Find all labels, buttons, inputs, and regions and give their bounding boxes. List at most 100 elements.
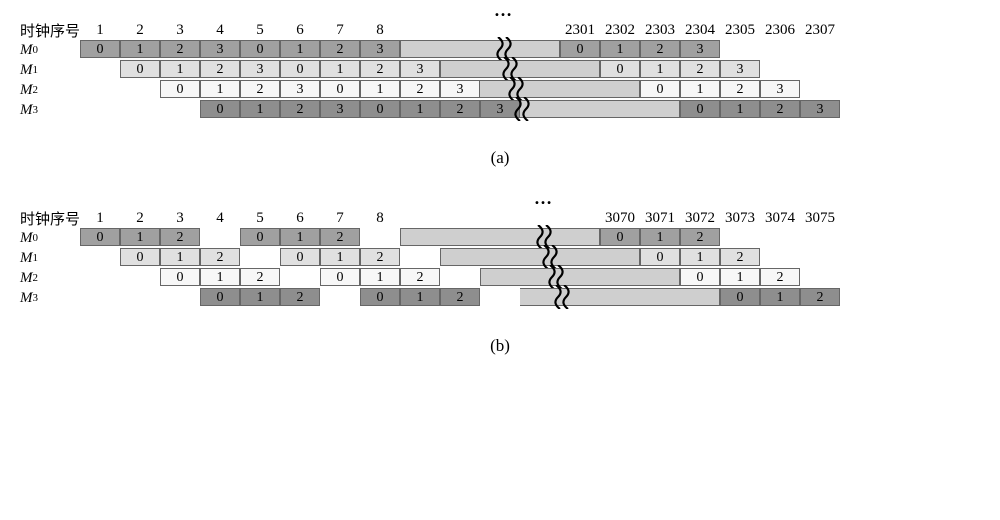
track-row: 012301230123: [80, 40, 840, 60]
state-cell: 1: [200, 80, 240, 98]
state-cell: 1: [120, 40, 160, 58]
clock-index: 3071: [640, 208, 680, 228]
state-cell: 2: [240, 80, 280, 98]
state-cell: 1: [400, 288, 440, 306]
extension-bar: [480, 60, 600, 78]
state-cell: 0: [640, 248, 680, 266]
state-cell: 1: [320, 60, 360, 78]
state-cell: 3: [280, 80, 320, 98]
state-cell: 2: [360, 60, 400, 78]
clock-index: 2301: [560, 20, 600, 40]
clock-index: 8: [360, 208, 400, 228]
clock-index: 3074: [760, 208, 800, 228]
track-row: 012301230123: [80, 60, 840, 80]
state-cell: 1: [720, 100, 760, 118]
state-cell: 0: [80, 40, 120, 58]
state-cell: 1: [280, 40, 320, 58]
state-cell: 1: [400, 100, 440, 118]
break-icon: [551, 285, 581, 309]
state-cell: 2: [160, 228, 200, 246]
clock-index: 2: [120, 20, 160, 40]
row-label: M1: [20, 248, 38, 268]
track-row: 012012012: [80, 288, 840, 308]
state-cell: 0: [680, 268, 720, 286]
state-cell: 0: [120, 248, 160, 266]
state-cell: 1: [160, 60, 200, 78]
state-cell: 3: [760, 80, 800, 98]
state-cell: 2: [320, 40, 360, 58]
state-cell: 1: [680, 248, 720, 266]
clock-index: 2302: [600, 20, 640, 40]
clock-index: 3072: [680, 208, 720, 228]
state-cell: 3: [400, 60, 440, 78]
clock-index: 1: [80, 208, 120, 228]
state-cell: 2: [760, 100, 800, 118]
state-cell: 0: [200, 100, 240, 118]
state-cell: 0: [160, 268, 200, 286]
state-cell: 2: [760, 268, 800, 286]
extension-bar: [520, 268, 680, 286]
state-cell: 1: [360, 268, 400, 286]
extension-bar: [520, 288, 720, 306]
state-cell: 3: [320, 100, 360, 118]
state-cell: 3: [240, 60, 280, 78]
clock-index: 3: [160, 20, 200, 40]
state-cell: 1: [360, 80, 400, 98]
state-cell: 2: [680, 228, 720, 246]
row-label: M3: [20, 288, 38, 308]
clock-index: 8: [360, 20, 400, 40]
state-cell: 2: [320, 228, 360, 246]
state-cell: 2: [680, 60, 720, 78]
clock-index: 4: [200, 20, 240, 40]
track-row: 012301230123: [80, 100, 840, 120]
state-cell: 1: [600, 40, 640, 58]
timing-panel: 时钟序号M0M1M2M312345678…2301230223032304230…: [20, 20, 980, 168]
state-cell: 0: [680, 100, 720, 118]
clock-index: 2304: [680, 20, 720, 40]
clock-index: 6: [280, 208, 320, 228]
state-cell: 0: [360, 100, 400, 118]
state-cell: 2: [400, 268, 440, 286]
state-cell: 0: [320, 268, 360, 286]
state-cell: 0: [160, 80, 200, 98]
state-cell: 3: [360, 40, 400, 58]
state-cell: 0: [240, 228, 280, 246]
panel-label: (b): [20, 336, 980, 356]
ellipsis: …: [534, 188, 552, 209]
ellipsis: …: [494, 0, 512, 21]
state-cell: 1: [640, 60, 680, 78]
axis-label: 时钟序号: [20, 20, 80, 40]
state-cell: 0: [200, 288, 240, 306]
track-row: 012012012: [80, 228, 840, 248]
state-cell: 2: [360, 248, 400, 266]
extension-bar: [440, 60, 480, 78]
state-cell: 0: [280, 248, 320, 266]
clock-index: 4: [200, 208, 240, 228]
state-cell: 1: [240, 100, 280, 118]
state-cell: 2: [400, 80, 440, 98]
state-cell: 2: [640, 40, 680, 58]
row-label: M1: [20, 60, 38, 80]
row-label: M2: [20, 268, 38, 288]
state-cell: 1: [320, 248, 360, 266]
state-cell: 1: [240, 288, 280, 306]
clock-index: 3070: [600, 208, 640, 228]
clock-index: 2303: [640, 20, 680, 40]
extension-bar: [400, 40, 480, 58]
state-cell: 2: [240, 268, 280, 286]
extension-bar: [520, 248, 640, 266]
state-cell: 3: [680, 40, 720, 58]
state-cell: 1: [680, 80, 720, 98]
clock-index: 3075: [800, 208, 840, 228]
state-cell: 0: [600, 60, 640, 78]
clock-index: 5: [240, 208, 280, 228]
state-cell: 2: [440, 288, 480, 306]
state-cell: 2: [720, 80, 760, 98]
extension-bar: [480, 268, 520, 286]
state-cell: 1: [280, 228, 320, 246]
state-cell: 2: [200, 248, 240, 266]
state-cell: 1: [160, 248, 200, 266]
panel-label: (a): [20, 148, 980, 168]
state-cell: 0: [240, 40, 280, 58]
state-cell: 0: [120, 60, 160, 78]
